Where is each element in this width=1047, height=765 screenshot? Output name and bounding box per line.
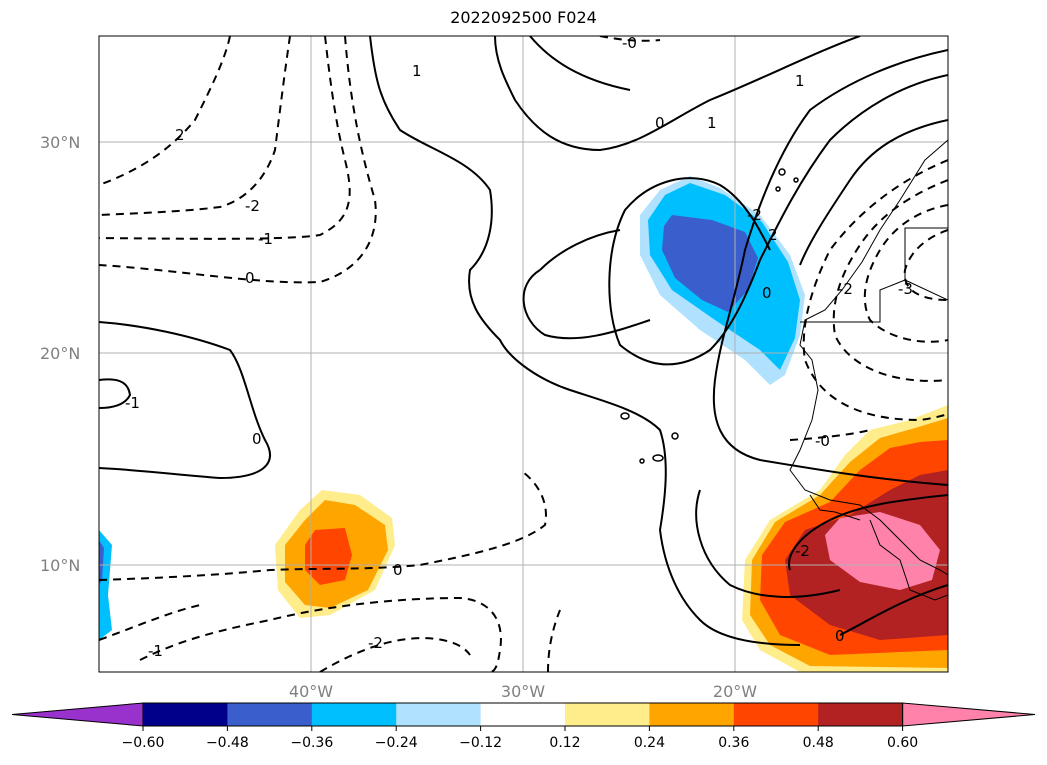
colorbar-segment	[227, 703, 313, 726]
colorbar-tick-label: −0.36	[290, 735, 333, 751]
colorbar: −0.60 −0.48 −0.36 −0.24 −0.12 0.12 0.24 0.36 0.4…	[11, 702, 1036, 751]
colorbar-tick-label: −0.24	[375, 735, 418, 751]
map-title: 2022092500 F024	[450, 8, 597, 27]
contour-label: 0	[655, 114, 665, 132]
contour-label: -2	[795, 542, 810, 560]
colorbar-tick-label: 0.24	[634, 735, 665, 751]
latitude-labels: 30°N 20°N 10°N	[40, 133, 80, 575]
lat-label: 30°N	[40, 133, 80, 152]
colorbar-outline	[142, 702, 904, 727]
contour-label: 0	[393, 561, 403, 579]
contour-label: -2	[245, 197, 260, 215]
colorbar-tick-label: −0.48	[206, 735, 249, 751]
contour-label: 2	[175, 126, 185, 144]
small-contours	[620, 168, 799, 464]
contour-label: -2	[838, 280, 853, 298]
contour-label: -1	[258, 230, 273, 248]
coastlines	[789, 139, 948, 601]
colorbar-segment	[143, 703, 228, 726]
contour-label: 1	[795, 72, 805, 90]
colorbar-segment	[649, 703, 735, 726]
colorbar-segment	[311, 703, 397, 726]
contour-lines	[99, 36, 948, 672]
colorbar-segment	[396, 703, 482, 726]
colorbar-tick-label: 0.60	[887, 735, 918, 751]
colorbar-extend-high	[902, 702, 1036, 727]
lat-label: 20°N	[40, 344, 80, 363]
longitude-labels: 40°W 30°W 20°W	[289, 682, 757, 701]
contour-label: 0	[835, 627, 845, 645]
contour-label: -1	[125, 394, 140, 412]
colorbar-tick-label: −0.12	[459, 735, 502, 751]
map-frame	[98, 35, 949, 673]
colorbar-segment	[818, 703, 904, 726]
contour-label: 2	[768, 226, 778, 244]
contour-label: 0	[762, 284, 772, 302]
contour-label: -3	[898, 280, 913, 298]
contour-label: -0	[815, 432, 830, 450]
shade-red-west	[305, 528, 352, 585]
colorbar-tick-label: 0.36	[718, 735, 749, 751]
lon-label: 20°W	[713, 682, 757, 701]
contour-label: -1	[148, 642, 163, 660]
lon-label: 40°W	[289, 682, 333, 701]
colorbar-segment	[733, 703, 819, 726]
colorbar-segment	[480, 703, 566, 726]
contour-label: 1	[707, 114, 717, 132]
colorbar-extend-low	[11, 702, 144, 727]
colorbar-tick-label: 0.48	[803, 735, 834, 751]
lon-label: 30°W	[501, 682, 545, 701]
colorbar-tick-label: 0.12	[549, 735, 580, 751]
colorbar-tick-label: −0.60	[122, 735, 165, 751]
gridlines	[99, 36, 948, 672]
colorbar-segment	[565, 703, 650, 726]
shade-dark-blue	[662, 215, 758, 312]
contour-label: 0	[252, 430, 262, 448]
contour-label: -0	[622, 34, 637, 52]
shade-pink-east	[825, 512, 940, 590]
contour-label: 1	[412, 62, 422, 80]
shade-edge-dark-blue	[99, 540, 104, 585]
lat-label: 10°N	[40, 556, 80, 575]
contour-label: -2	[368, 634, 383, 652]
contour-label: -2	[747, 206, 762, 224]
contour-label-group: 1 -0 0 1 2 -2 -2 -1 0 0 -1 0 -2 -1 -2 -0…	[125, 34, 913, 660]
contour-label: 0	[245, 269, 255, 287]
